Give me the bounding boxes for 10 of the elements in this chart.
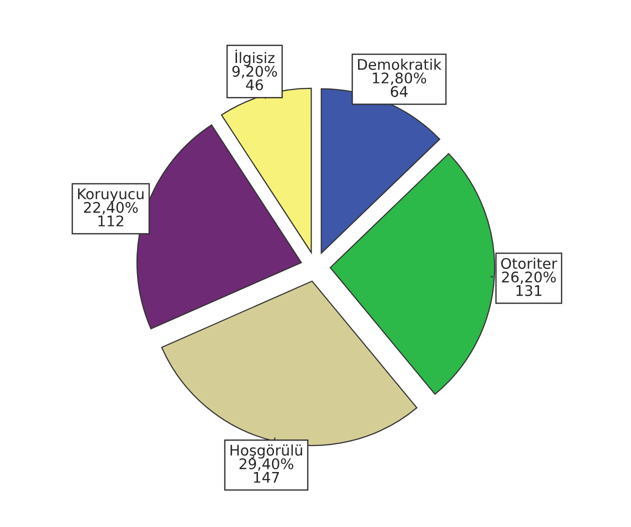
- slice-label: Otoriter: [501, 258, 558, 269]
- slice-label: Demokratik: [358, 58, 442, 70]
- data-label: 26,20% 131: [502, 272, 556, 296]
- data-label: 22,40% 112: [84, 202, 138, 226]
- slice-label: Koruyucu: [78, 188, 144, 202]
- data-label: 29,40% 147: [240, 458, 294, 483]
- data-label: 9,20% 46: [232, 66, 277, 90]
- slice-label: Hoşgörülü: [230, 444, 302, 459]
- slice-label: İlgisiz: [236, 50, 274, 66]
- data-label: 12,80% 64: [372, 72, 426, 98]
